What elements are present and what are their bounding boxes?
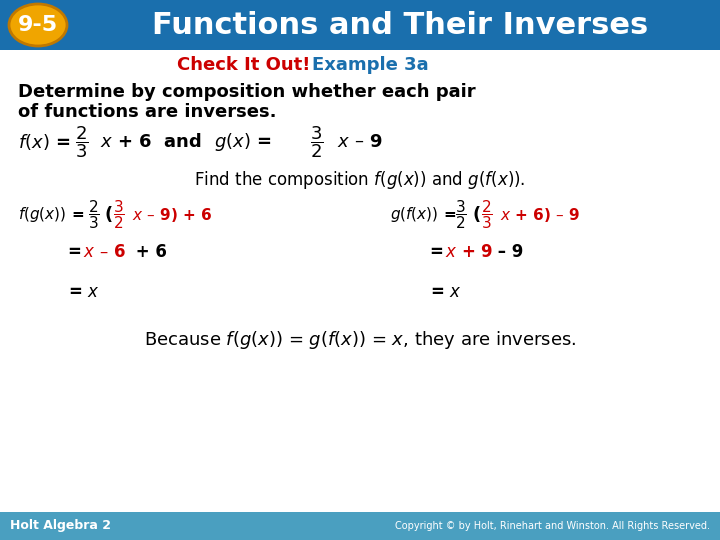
- Text: $\mathit{g}(\mathit{f}(\mathit{x}))$ =: $\mathit{g}(\mathit{f}(\mathit{x}))$ =: [390, 206, 458, 225]
- Text: Functions and Their Inverses: Functions and Their Inverses: [152, 10, 648, 39]
- Text: $\mathit{x}$ + 6  and  $\mathit{g}(\mathit{x})$ =: $\mathit{x}$ + 6 and $\mathit{g}(\mathit…: [100, 131, 274, 153]
- Text: = $\mathit{x}$: = $\mathit{x}$: [68, 283, 99, 301]
- Text: Example 3a: Example 3a: [312, 56, 428, 74]
- Text: =: =: [430, 243, 449, 261]
- Text: Find the composition $\mathit{f}(\mathit{g}(\mathit{x}))$ and $\mathit{g}(\mathi: Find the composition $\mathit{f}(\mathit…: [194, 169, 526, 191]
- Text: (: (: [105, 206, 113, 224]
- Text: =: =: [68, 243, 88, 261]
- Text: Check It Out!: Check It Out!: [176, 56, 310, 74]
- Text: Because $\mathit{f}(\mathit{g}(\mathit{x}))$ = $\mathit{g}(\mathit{f}(\mathit{x}: Because $\mathit{f}(\mathit{g}(\mathit{x…: [144, 329, 576, 351]
- Text: $\dfrac{3}{2}$: $\dfrac{3}{2}$: [113, 199, 125, 231]
- Text: $\mathit{x}$ + 9: $\mathit{x}$ + 9: [445, 243, 493, 261]
- Text: Determine by composition whether each pair: Determine by composition whether each pa…: [18, 83, 476, 101]
- Text: $\mathit{x}$ + 6) – 9: $\mathit{x}$ + 6) – 9: [500, 206, 580, 224]
- Ellipse shape: [9, 4, 67, 46]
- Text: $\dfrac{2}{3}$: $\dfrac{2}{3}$: [88, 199, 99, 231]
- Text: $\mathit{x}$ – 9) + 6: $\mathit{x}$ – 9) + 6: [132, 206, 212, 224]
- Text: $\dfrac{2}{3}$: $\dfrac{2}{3}$: [481, 199, 492, 231]
- FancyBboxPatch shape: [0, 512, 720, 540]
- Text: Copyright © by Holt, Rinehart and Winston. All Rights Reserved.: Copyright © by Holt, Rinehart and Winsto…: [395, 521, 710, 531]
- Text: of functions are inverses.: of functions are inverses.: [18, 103, 276, 121]
- Text: 9-5: 9-5: [18, 15, 58, 35]
- Text: $\dfrac{3}{2}$: $\dfrac{3}{2}$: [310, 124, 323, 160]
- Text: $\mathit{x}$ – 9: $\mathit{x}$ – 9: [337, 133, 383, 151]
- Text: $\mathit{x}$ – 6: $\mathit{x}$ – 6: [83, 243, 126, 261]
- Text: $\mathit{f}(\mathit{g}(\mathit{x}))$ =: $\mathit{f}(\mathit{g}(\mathit{x}))$ =: [18, 206, 86, 225]
- Text: (: (: [473, 206, 481, 224]
- Text: $\dfrac{2}{3}$: $\dfrac{2}{3}$: [75, 124, 89, 160]
- Text: $\mathit{f}(\mathit{x})$ =: $\mathit{f}(\mathit{x})$ =: [18, 132, 73, 152]
- Text: + 6: + 6: [130, 243, 167, 261]
- Text: = $\mathit{x}$: = $\mathit{x}$: [430, 283, 462, 301]
- Text: – 9: – 9: [492, 243, 523, 261]
- Text: $\dfrac{3}{2}$: $\dfrac{3}{2}$: [455, 199, 467, 231]
- FancyBboxPatch shape: [0, 0, 720, 50]
- Text: Holt Algebra 2: Holt Algebra 2: [10, 519, 111, 532]
